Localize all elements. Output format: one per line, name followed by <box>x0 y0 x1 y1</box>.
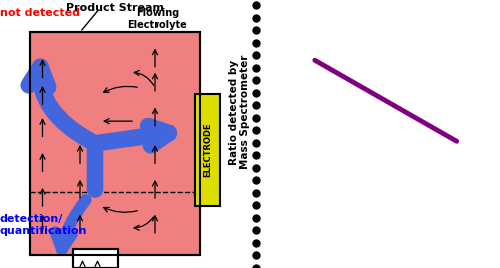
Text: detection/
quantification: detection/ quantification <box>0 214 88 236</box>
Text: Flowing
Electrolyte: Flowing Electrolyte <box>128 8 188 30</box>
Text: Ratio detected by
Mass Spectrometer: Ratio detected by Mass Spectrometer <box>228 55 250 169</box>
Bar <box>72 249 118 268</box>
Bar <box>30 32 200 255</box>
Text: Product Stream: Product Stream <box>66 3 164 13</box>
Bar <box>195 94 220 206</box>
Bar <box>72 249 118 268</box>
Text: not detected: not detected <box>0 8 80 18</box>
Text: ELECTRODE: ELECTRODE <box>203 123 212 177</box>
Bar <box>30 32 200 255</box>
